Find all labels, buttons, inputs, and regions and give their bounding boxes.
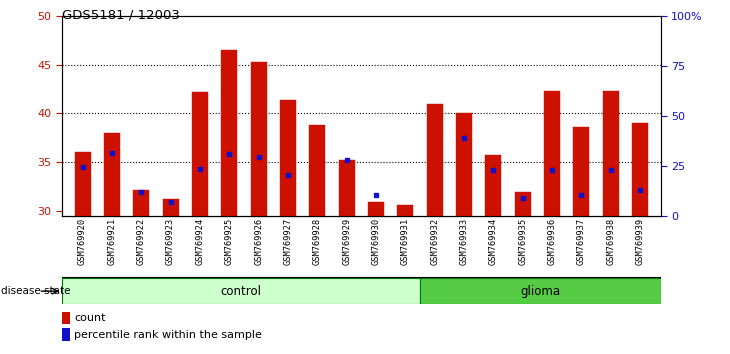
Text: GSM769924: GSM769924 (196, 218, 204, 265)
Text: GSM769927: GSM769927 (283, 218, 293, 265)
Bar (515, 192, 531, 216)
Bar (62, 278, 420, 304)
Bar (632, 123, 648, 216)
Text: GSM769920: GSM769920 (78, 218, 87, 265)
Text: GSM769932: GSM769932 (430, 218, 439, 265)
Text: disease state: disease state (1, 286, 70, 296)
Bar (544, 91, 560, 216)
Bar (485, 155, 502, 216)
Bar (573, 127, 590, 216)
Text: GSM769938: GSM769938 (607, 218, 615, 265)
Bar (603, 91, 619, 216)
Text: GDS5181 / 12003: GDS5181 / 12003 (62, 9, 180, 22)
Text: GSM769939: GSM769939 (636, 218, 645, 265)
Bar (280, 100, 296, 216)
Bar (62, 312, 70, 324)
Bar (104, 133, 120, 216)
Text: GSM769931: GSM769931 (401, 218, 410, 265)
Text: GSM769930: GSM769930 (372, 218, 380, 265)
Text: GSM769935: GSM769935 (518, 218, 527, 265)
Bar (221, 50, 237, 216)
Bar (163, 199, 179, 216)
Bar (74, 152, 91, 216)
Text: GSM769937: GSM769937 (577, 218, 586, 265)
Text: control: control (220, 285, 261, 298)
Bar (426, 104, 443, 216)
Bar (250, 62, 266, 216)
Bar (310, 125, 326, 216)
Bar (397, 205, 413, 216)
Text: GSM769936: GSM769936 (548, 218, 556, 265)
Text: GSM769922: GSM769922 (137, 218, 146, 265)
Text: GSM769933: GSM769933 (460, 218, 469, 265)
Text: GSM769921: GSM769921 (107, 218, 116, 265)
Text: GSM769925: GSM769925 (225, 218, 234, 265)
Bar (133, 190, 150, 216)
Bar (456, 114, 472, 216)
Text: percentile rank within the sample: percentile rank within the sample (74, 330, 262, 339)
Text: glioma: glioma (520, 285, 561, 298)
Bar (192, 92, 208, 216)
Bar (62, 328, 70, 341)
Bar (420, 278, 661, 304)
Text: count: count (74, 313, 106, 323)
Text: GSM769923: GSM769923 (166, 218, 175, 265)
Bar (339, 160, 355, 216)
Bar (368, 202, 384, 216)
Text: GSM769929: GSM769929 (342, 218, 351, 265)
Text: GSM769934: GSM769934 (489, 218, 498, 265)
Text: GSM769928: GSM769928 (313, 218, 322, 265)
Text: GSM769926: GSM769926 (254, 218, 263, 265)
